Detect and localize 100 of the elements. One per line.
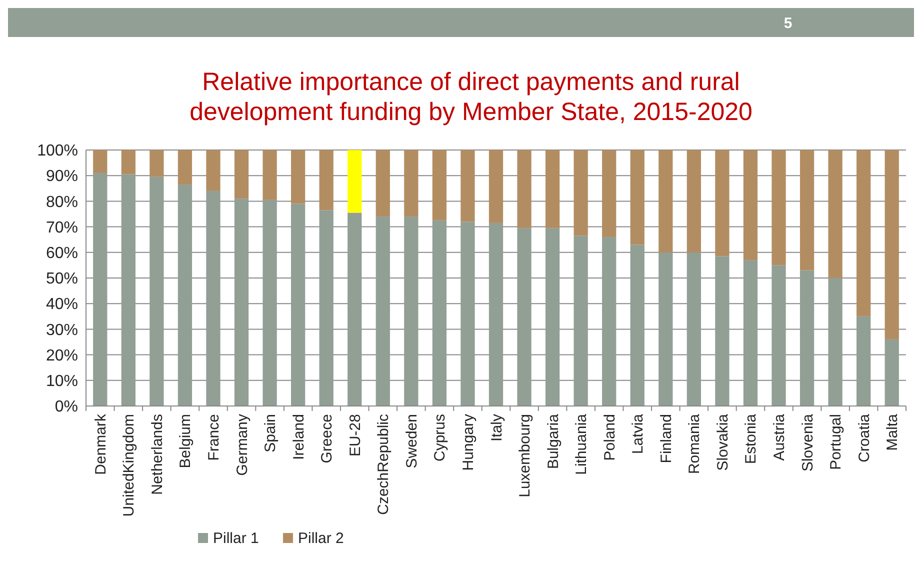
bar <box>376 150 390 217</box>
bar <box>574 150 588 236</box>
y-tick-label: 10% <box>46 373 78 390</box>
bar <box>517 228 532 406</box>
bar <box>517 150 532 228</box>
x-tick-label: Austria <box>771 413 788 461</box>
text: 5 <box>784 15 792 32</box>
bar <box>743 150 758 260</box>
y-tick-label: 100% <box>37 142 78 160</box>
bar <box>715 256 730 406</box>
x-tick-label: Finland <box>658 414 675 464</box>
bar <box>121 174 136 406</box>
y-tick-label: 60% <box>46 245 78 262</box>
x-tick-label: Bulgaria <box>544 413 562 470</box>
x-tick-label: UnitedKingdom <box>120 414 138 517</box>
y-tick-label: 30% <box>46 322 78 339</box>
bar <box>545 228 560 406</box>
bar <box>884 339 899 406</box>
chart-title: Relative importance of direct payments and rural development funding by Member State, 2015-2020 <box>190 68 752 126</box>
bar <box>772 150 786 266</box>
bar <box>630 150 644 245</box>
legend-label: Pillar 2 <box>298 530 344 547</box>
x-tick-label: Luxembourg <box>516 414 534 498</box>
x-tick-label: Croatia <box>856 413 873 462</box>
bar <box>800 270 814 406</box>
x-tick-label: Denmark <box>92 414 110 475</box>
bar <box>545 150 560 228</box>
bar <box>206 150 220 191</box>
x-tick-label: Hungary <box>460 414 477 471</box>
bar <box>262 150 277 200</box>
bar <box>602 150 616 238</box>
bar <box>686 252 701 406</box>
x-tick-label: Ireland <box>290 414 308 460</box>
x-tick-label: Estonia <box>742 413 760 464</box>
bar <box>460 150 475 222</box>
bar <box>686 150 701 252</box>
bar <box>348 150 362 213</box>
x-tick-label: Lithuania <box>573 413 590 475</box>
x-tick-label: Belgium <box>177 414 194 468</box>
x-tick-label: Slovenia <box>799 413 816 472</box>
y-tick-label: 90% <box>46 168 78 186</box>
x-tick-label: Poland <box>601 414 618 461</box>
x-tick-label: EU-28 <box>346 414 364 457</box>
bar <box>234 150 249 199</box>
bar <box>404 216 418 406</box>
x-tick-label: Romania <box>686 413 704 474</box>
bar <box>291 204 306 406</box>
bar <box>178 150 192 185</box>
x-tick-label: Cyprus <box>432 414 449 462</box>
bar <box>488 222 504 406</box>
x-tick-label: Latvia <box>630 413 647 454</box>
bar <box>206 190 220 406</box>
bar <box>884 150 899 340</box>
y-tick-label: 70% <box>46 219 78 236</box>
bar <box>658 150 673 252</box>
bar <box>715 150 730 256</box>
y-tick-label: 20% <box>46 347 78 364</box>
x-tick-label: Germany <box>234 414 251 476</box>
bar <box>178 184 192 406</box>
bar <box>828 150 842 278</box>
bar <box>262 200 277 406</box>
x-tick-label: Slovakia <box>714 413 732 471</box>
bar <box>150 176 164 406</box>
bar <box>772 265 786 406</box>
bar <box>150 150 164 177</box>
y-tick-label: 0% <box>54 398 78 416</box>
bar <box>488 150 504 223</box>
x-tick-label: CzechRepublic <box>375 414 392 515</box>
bar <box>234 198 249 406</box>
bar <box>432 150 447 220</box>
x-tick-label: France <box>205 414 222 461</box>
bar <box>432 220 447 406</box>
bar <box>630 244 644 406</box>
bar <box>376 216 390 406</box>
bar <box>658 252 673 406</box>
bar <box>93 150 108 174</box>
x-tick-label: Spain <box>262 414 280 452</box>
x-tick-label: Netherlands <box>148 414 166 495</box>
x-tick-label: Greece <box>318 414 336 464</box>
y-tick-label: 50% <box>46 270 78 288</box>
x-tick-label: Sweden <box>403 414 420 468</box>
bar <box>404 150 418 217</box>
bar <box>856 316 871 406</box>
bar <box>93 173 108 406</box>
legend-label: Pillar 1 <box>213 530 259 547</box>
bar <box>800 150 814 270</box>
bar <box>460 222 475 406</box>
bar <box>291 150 306 204</box>
bar <box>828 278 842 406</box>
y-tick-label: 80% <box>46 194 78 211</box>
bar <box>574 236 588 406</box>
x-tick-label: Italy <box>488 414 506 442</box>
bar <box>856 150 871 316</box>
bar <box>602 237 616 406</box>
bar <box>348 212 362 406</box>
x-tick-label: Malta <box>884 413 902 451</box>
bar <box>121 150 136 174</box>
bar <box>743 260 758 406</box>
y-tick-label: 40% <box>46 296 78 314</box>
bar <box>319 150 334 210</box>
